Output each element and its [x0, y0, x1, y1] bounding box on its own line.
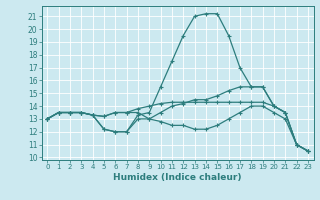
X-axis label: Humidex (Indice chaleur): Humidex (Indice chaleur) [113, 173, 242, 182]
